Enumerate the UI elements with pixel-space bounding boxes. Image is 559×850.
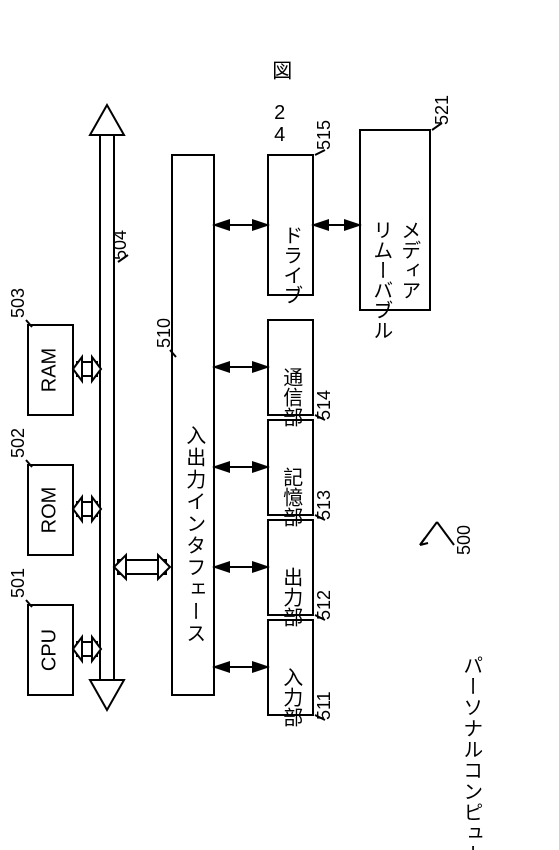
arrow-cpu-bus	[73, 637, 101, 661]
media-line1: リムーバブル	[370, 220, 392, 340]
media-line2: メディア	[398, 220, 420, 300]
svg-text:出力部: 出力部	[280, 567, 302, 627]
arrow-ram-bus	[73, 357, 101, 381]
node-media: リムーバブル メディア	[360, 130, 430, 340]
label-rom-id: 502	[8, 428, 28, 458]
svg-text:パーソナルコンピュータ: パーソナルコンピュータ	[460, 655, 482, 850]
node-ram: RAM	[28, 325, 73, 415]
node-cpu: CPU	[28, 605, 73, 695]
svg-text:入出力インタフェース: 入出力インタフェース	[183, 425, 206, 645]
bus	[90, 105, 124, 710]
node-store: 記憶部	[268, 420, 313, 527]
svg-text:記憶部: 記憶部	[280, 467, 303, 527]
label-ram-id: 503	[8, 288, 28, 318]
node-drive: ドライブ	[268, 155, 313, 305]
node-input: 入力部	[268, 620, 313, 727]
svg-text:通信部: 通信部	[280, 367, 303, 427]
svg-text:500: 500	[454, 525, 474, 555]
svg-text:ROM: ROM	[38, 487, 60, 534]
system-label: 500 パーソナルコンピュータ	[420, 522, 482, 850]
node-output: 出力部	[268, 520, 313, 627]
label-cpu-id: 501	[8, 568, 28, 598]
svg-text:ドライブ: ドライブ	[280, 225, 302, 305]
label-media-id: 521	[432, 95, 452, 125]
node-rom: ROM	[28, 465, 73, 555]
svg-text:RAM: RAM	[38, 348, 60, 392]
label-ioif-id: 510	[154, 318, 174, 348]
label-drive-id: 515	[314, 120, 334, 150]
arrow-bus-ioif	[114, 555, 170, 579]
node-comm: 通信部	[268, 320, 313, 427]
node-ioif: 入出力インタフェース	[172, 155, 214, 695]
figure-label: 図 24	[269, 60, 291, 146]
svg-text:CPU: CPU	[38, 629, 60, 671]
arrow-rom-bus	[73, 497, 101, 521]
svg-text:入力部: 入力部	[280, 667, 303, 727]
